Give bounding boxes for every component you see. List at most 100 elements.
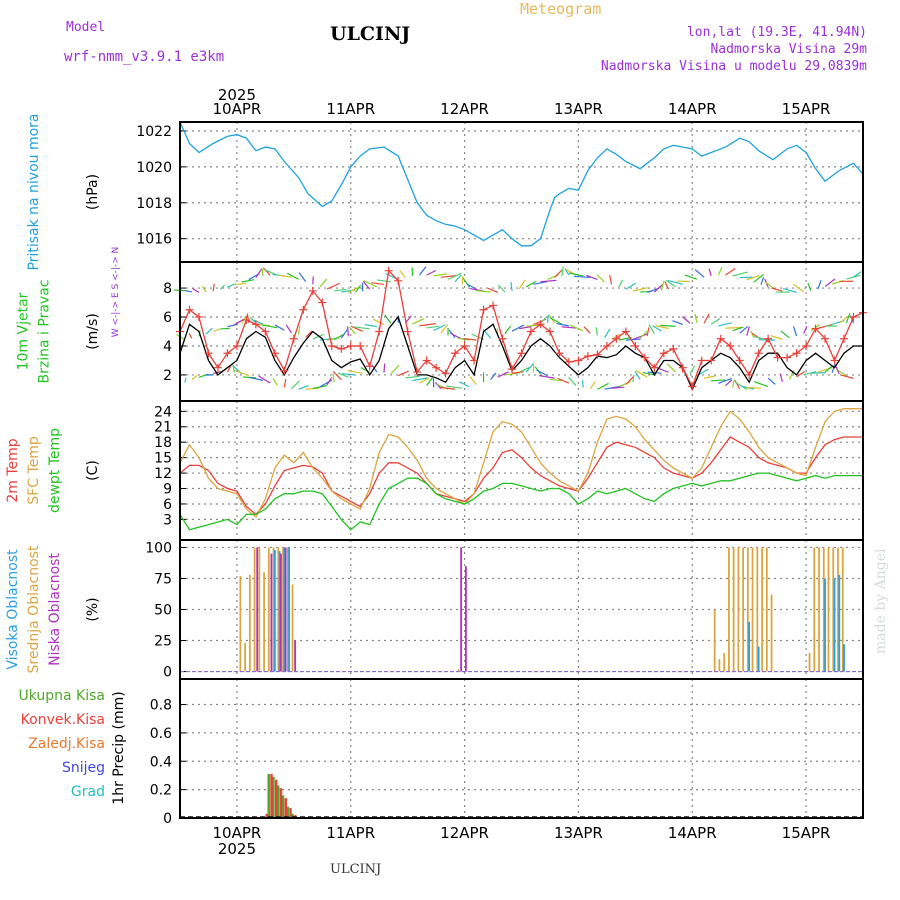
wind-arrow (652, 325, 662, 332)
wind-arrow (803, 371, 817, 376)
wind-arrow (251, 318, 264, 325)
panel-label: 10m Vjetar (16, 292, 32, 370)
page-title: ULCINJ (330, 23, 411, 45)
gust-marker (849, 313, 858, 322)
bar-precip (284, 798, 287, 818)
gust-marker (261, 327, 270, 336)
series-temperature (179, 436, 863, 516)
wind-arrow (466, 283, 477, 290)
wind-arrow (556, 322, 570, 327)
wind-arrow (792, 326, 798, 337)
wind-arrow (426, 377, 433, 386)
bar-clouds (808, 652, 811, 672)
gust-marker (783, 353, 792, 362)
model-altitude: Nadmorska Visina u modelu 29.0839m (600, 59, 867, 74)
y-tick-label: 50 (154, 603, 172, 619)
wind-arrow (249, 376, 264, 381)
wind-arrow (539, 375, 555, 379)
wind-arrow (586, 274, 598, 281)
bar-clouds (253, 547, 256, 672)
wind-arrow (319, 278, 328, 288)
bar-precip (291, 813, 294, 818)
wind-arrow (725, 267, 736, 276)
wind-arrow (362, 280, 371, 290)
gust-marker (251, 320, 260, 329)
bar-clouds (244, 643, 247, 672)
bar-clouds (822, 547, 825, 672)
panel-unit: 1hr Precip (mm) (111, 691, 127, 804)
wind-arrow (291, 380, 300, 390)
wind-arrow (261, 268, 264, 277)
y-tick-label: 0 (163, 811, 172, 827)
wind-arrow (426, 269, 437, 276)
wind-arrow (371, 282, 385, 286)
y-tick-label: 25 (154, 634, 172, 650)
wind-arrow (412, 377, 428, 382)
wind-arrow (188, 333, 193, 339)
bar-clouds (761, 547, 763, 672)
gust-marker (337, 344, 346, 353)
bar-clouds (765, 547, 768, 672)
wind-arrow (526, 324, 541, 327)
wind-arrow (433, 324, 446, 331)
wind-arrow (326, 377, 333, 386)
series-pressure (179, 121, 864, 247)
bar-clouds (742, 547, 745, 672)
wind-arrow (660, 280, 665, 291)
wind-arrow (672, 320, 683, 325)
wind-arrow (440, 275, 456, 278)
wind-arrow (405, 375, 420, 379)
wind-arrow (573, 275, 591, 279)
wind-arrow (376, 279, 392, 283)
gust-marker (678, 363, 687, 372)
wind-arrow (664, 281, 670, 290)
wind-arrow (703, 375, 717, 379)
bar-clouds (751, 547, 754, 672)
wind-arrow (519, 326, 532, 330)
wind-arrow (286, 272, 299, 280)
wind-arrow (390, 364, 400, 375)
panel-label: dewpt Temp (47, 428, 63, 513)
wind-arrow (760, 277, 765, 285)
bar-clouds (464, 566, 467, 672)
x-axis-label-top: 11APR (326, 100, 375, 118)
gust-marker (280, 366, 289, 375)
wind-arrow (298, 272, 307, 282)
wind-arrow (725, 326, 742, 329)
wind-arrow (583, 326, 591, 334)
wind-arrow (603, 328, 611, 339)
wind-arrow (347, 326, 349, 337)
wind-arrow (298, 384, 309, 390)
gust-marker (508, 365, 517, 374)
wind-arrow (824, 278, 836, 288)
wind-arrow (337, 372, 349, 378)
panel-label: Niska Oblacnost (47, 553, 63, 666)
wind-arrow (853, 271, 862, 278)
gust-marker (669, 344, 678, 353)
y-tick-label: 21 (154, 420, 172, 436)
wind-arrow (647, 371, 662, 374)
gust-marker (498, 334, 507, 343)
bar-clouds (838, 574, 841, 672)
wind-arrow (264, 269, 278, 276)
wind-arrow (347, 370, 363, 374)
bar-clouds (239, 575, 242, 672)
wind-arrow (635, 370, 648, 378)
wind-arrow (334, 288, 347, 292)
wind-arrow (475, 289, 491, 293)
gust-marker (564, 357, 573, 366)
gust-marker (403, 327, 412, 336)
wind-arrow (518, 366, 531, 373)
wind-arrow (731, 379, 735, 388)
wind-arrow (258, 375, 271, 384)
gust-marker (375, 327, 384, 336)
panel-unit: (C) (85, 460, 101, 481)
wind-arrow (419, 377, 430, 384)
wind-arrow (511, 324, 525, 332)
wind-arrow (569, 324, 584, 332)
gust-marker (299, 305, 308, 314)
bar-clouds (460, 547, 463, 672)
x-axis-label-top: 15APR (782, 100, 831, 118)
wind-arrow (447, 272, 462, 280)
wind-arrow (274, 324, 285, 331)
